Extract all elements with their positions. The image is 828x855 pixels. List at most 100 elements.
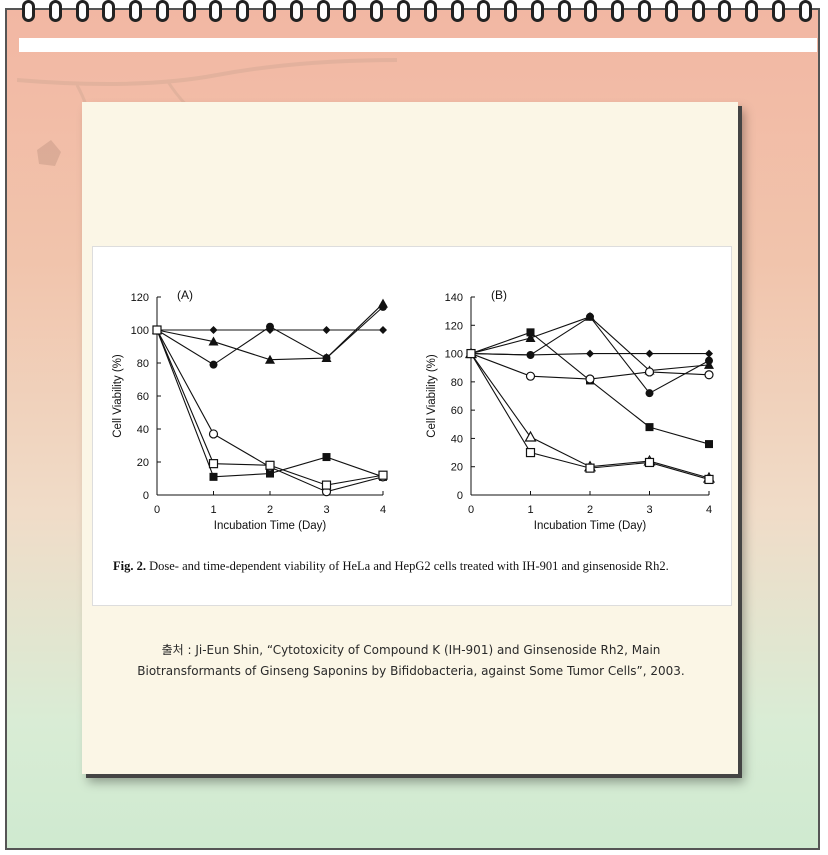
data-point-square: [526, 328, 535, 337]
x-tick-label: 0: [154, 504, 160, 516]
data-point-open-square: [152, 325, 162, 335]
x-tick-label: 3: [646, 504, 652, 516]
x-tick-label: 0: [468, 504, 474, 516]
source-line-2: Biotransformants of Ginseng Saponins by …: [137, 664, 685, 678]
binder-ring: [396, 0, 410, 22]
binder-ring: [798, 0, 812, 22]
data-point-open-circle: [585, 374, 595, 384]
data-point-triangle: [378, 298, 388, 308]
binder-ring: [182, 0, 196, 22]
data-point-triangle: [321, 353, 332, 363]
y-tick-label: 0: [143, 490, 149, 502]
figure-caption: Fig. 2. Dose- and time-dependent viabili…: [113, 559, 723, 574]
data-point-diamond: [645, 349, 654, 358]
data-point-square: [705, 440, 713, 449]
data-point-square: [645, 423, 654, 432]
y-tick-label: 40: [137, 424, 149, 436]
x-tick-label: 3: [323, 504, 329, 516]
data-point-open-square: [644, 457, 655, 468]
source-line-1: 출처 : Ji-Eun Shin, “Cytotoxicity of Compo…: [161, 643, 661, 657]
binder-ring: [316, 0, 330, 22]
binder-ring: [129, 0, 143, 22]
chart-panel-label: (A): [177, 288, 193, 302]
data-point-diamond: [705, 349, 713, 358]
data-point-triangle: [585, 311, 595, 321]
binder-ring: [718, 0, 732, 22]
series-line: [156, 329, 384, 478]
data-point-open-square: [378, 470, 388, 480]
y-tick-label: 60: [451, 405, 463, 417]
y-tick-label: 120: [445, 320, 463, 332]
source-citation: 출처 : Ji-Eun Shin, “Cytotoxicity of Compo…: [92, 640, 730, 682]
data-point-open-circle: [208, 429, 219, 439]
data-point-circle: [526, 350, 535, 359]
chart-0: 0 20 40 60 80 100 120 0 1 2 3 4 Incubation Time (Day…: [112, 288, 388, 532]
data-point-square: [266, 469, 274, 478]
y-tick-label: 100: [131, 325, 149, 337]
data-point-circle: [209, 360, 218, 369]
x-tick-label: 4: [380, 504, 386, 516]
chart-1: 0 20 40 60 80 100 120 140 0 1 2 3 4 Incubation Time (…: [426, 288, 716, 532]
x-axis-label: Incubation Time (Day): [214, 520, 327, 532]
top-strip: [19, 38, 817, 52]
binder-ring: [611, 0, 625, 22]
data-point-open-square: [265, 460, 275, 470]
binder-ring: [263, 0, 277, 22]
data-point-open-circle: [704, 370, 714, 380]
data-point-open-square: [466, 348, 476, 359]
binder-ring: [584, 0, 598, 22]
binder-ring: [370, 0, 384, 22]
data-point-circle: [645, 389, 654, 398]
binder-ring: [236, 0, 250, 22]
caption-text: Dose- and time-dependent viability of He…: [145, 559, 669, 573]
y-tick-label: 20: [451, 462, 463, 474]
data-point-open-square: [321, 480, 332, 490]
caption-label: Fig. 2.: [113, 559, 146, 573]
binder-ring: [209, 0, 223, 22]
data-point-square: [322, 453, 331, 462]
data-point-diamond: [322, 326, 331, 334]
data-point-open-circle: [525, 371, 536, 381]
binder-ring: [745, 0, 759, 22]
y-tick-label: 0: [457, 490, 463, 502]
data-point-open-square: [525, 447, 536, 458]
binder-ring: [102, 0, 116, 22]
binder-ring: [22, 0, 35, 22]
binder-ring: [48, 0, 62, 22]
figure-panel: 0 20 40 60 80 100 120 0 1 2 3 4 Incubation Time (Day…: [92, 246, 732, 606]
y-tick-label: 80: [451, 377, 463, 389]
binder-ring: [423, 0, 437, 22]
y-tick-label: 40: [451, 433, 463, 445]
y-tick-label: 140: [445, 292, 463, 304]
data-point-open-square: [585, 463, 595, 473]
binder-ring: [637, 0, 651, 22]
data-point-diamond: [209, 326, 218, 334]
x-tick-label: 4: [706, 504, 712, 516]
x-tick-label: 1: [210, 504, 216, 516]
x-tick-label: 2: [267, 504, 273, 516]
x-tick-label: 2: [587, 504, 593, 516]
data-point-diamond: [379, 326, 387, 334]
binder-ring: [530, 0, 544, 22]
series-line: [470, 353, 710, 479]
series-line: [470, 316, 710, 372]
binder-ring: [664, 0, 678, 22]
data-point-circle: [266, 322, 274, 331]
data-point-triangle: [704, 359, 714, 369]
series-line: [470, 331, 710, 445]
y-tick-label: 120: [131, 292, 149, 304]
data-point-open-square: [704, 474, 714, 485]
y-tick-label: 80: [137, 358, 149, 370]
y-tick-label: 100: [445, 349, 463, 361]
binder-ring: [477, 0, 491, 22]
binder-ring: [75, 0, 89, 22]
binder-ring: [343, 0, 357, 22]
binder-ring: [289, 0, 303, 22]
data-point-open-circle: [644, 367, 655, 377]
data-point-triangle: [525, 333, 536, 343]
data-point-triangle: [265, 354, 275, 364]
data-point-triangle: [208, 336, 219, 346]
binder-ring: [450, 0, 464, 22]
x-tick-label: 1: [527, 504, 533, 516]
data-point-square: [209, 472, 218, 481]
